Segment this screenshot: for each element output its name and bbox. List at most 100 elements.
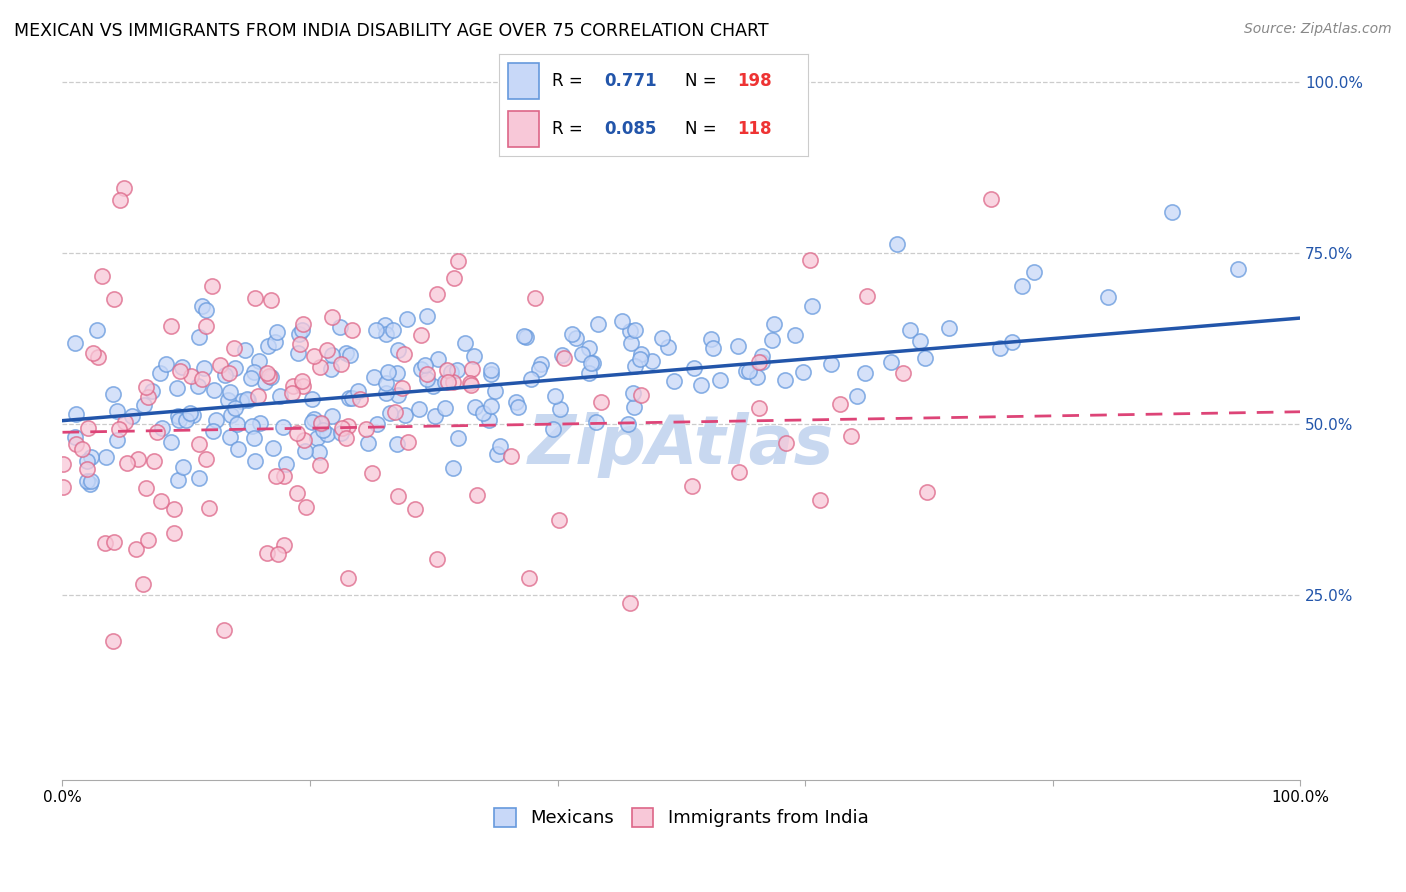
Text: ZipAtlas: ZipAtlas bbox=[529, 412, 834, 478]
Point bbox=[172, 459, 194, 474]
Point bbox=[505, 394, 527, 409]
Point bbox=[292, 317, 315, 331]
Point bbox=[280, 385, 302, 400]
Point bbox=[291, 379, 314, 393]
Point bbox=[243, 454, 266, 468]
Point bbox=[208, 358, 231, 372]
Point bbox=[321, 409, 343, 423]
Point bbox=[86, 350, 108, 364]
Point bbox=[224, 401, 246, 415]
Point bbox=[166, 409, 188, 423]
Point bbox=[434, 401, 457, 416]
Point bbox=[228, 442, 250, 457]
Point bbox=[610, 314, 633, 328]
Point bbox=[112, 181, 135, 195]
Point bbox=[396, 434, 419, 449]
Point bbox=[422, 379, 444, 393]
Point bbox=[218, 366, 240, 380]
Point bbox=[217, 392, 239, 407]
Point bbox=[734, 363, 756, 377]
Point bbox=[337, 418, 360, 433]
Point bbox=[426, 287, 449, 301]
Point bbox=[747, 369, 769, 384]
Point bbox=[1001, 334, 1024, 349]
Point bbox=[274, 457, 297, 471]
Legend: Mexicans, Immigrants from India: Mexicans, Immigrants from India bbox=[486, 801, 876, 835]
Point bbox=[308, 359, 330, 374]
Point bbox=[523, 291, 546, 305]
Point bbox=[565, 331, 588, 345]
Point bbox=[357, 436, 380, 450]
Text: Source: ZipAtlas.com: Source: ZipAtlas.com bbox=[1244, 22, 1392, 37]
Point bbox=[239, 371, 262, 385]
Point bbox=[1161, 205, 1184, 219]
Point bbox=[727, 339, 749, 353]
Point bbox=[914, 351, 936, 365]
Point bbox=[77, 421, 100, 435]
Text: R =: R = bbox=[551, 120, 588, 138]
Point bbox=[163, 525, 186, 540]
Point bbox=[180, 368, 202, 383]
Text: MEXICAN VS IMMIGRANTS FROM INDIA DISABILITY AGE OVER 75 CORRELATION CHART: MEXICAN VS IMMIGRANTS FROM INDIA DISABIL… bbox=[14, 22, 769, 40]
Point bbox=[309, 458, 332, 473]
Point bbox=[264, 334, 287, 349]
Point bbox=[783, 328, 806, 343]
Point bbox=[256, 366, 278, 380]
Point bbox=[287, 425, 309, 440]
Point bbox=[409, 362, 432, 376]
Point bbox=[394, 346, 416, 360]
Point bbox=[76, 474, 98, 488]
Point bbox=[385, 366, 408, 380]
Point bbox=[249, 417, 271, 431]
Point bbox=[387, 343, 409, 358]
Point bbox=[727, 466, 749, 480]
Point bbox=[167, 413, 190, 427]
Point bbox=[472, 406, 495, 420]
Point bbox=[447, 254, 470, 268]
Point bbox=[231, 394, 253, 409]
Point bbox=[561, 327, 583, 342]
Point bbox=[114, 415, 136, 429]
Point bbox=[76, 454, 98, 468]
Point bbox=[273, 468, 295, 483]
Point bbox=[285, 486, 308, 500]
Point bbox=[288, 327, 311, 342]
Point bbox=[416, 309, 439, 323]
Text: 0.085: 0.085 bbox=[605, 120, 657, 138]
Point bbox=[187, 437, 209, 451]
Point bbox=[478, 413, 501, 427]
Point bbox=[224, 361, 246, 376]
Point bbox=[243, 291, 266, 305]
Point bbox=[375, 386, 398, 401]
Text: 0.771: 0.771 bbox=[605, 71, 657, 90]
Point bbox=[662, 374, 685, 388]
Point bbox=[426, 551, 449, 566]
Point bbox=[441, 460, 464, 475]
Point bbox=[82, 346, 104, 360]
Point bbox=[233, 343, 256, 357]
Point bbox=[553, 351, 575, 366]
Point bbox=[447, 431, 470, 445]
Point bbox=[271, 420, 294, 434]
Point bbox=[304, 412, 326, 426]
Point bbox=[269, 389, 291, 403]
Point bbox=[820, 357, 842, 371]
Point bbox=[132, 577, 155, 591]
Point bbox=[621, 385, 644, 400]
Point bbox=[426, 351, 449, 366]
Point bbox=[682, 361, 704, 376]
Point bbox=[267, 547, 290, 561]
Point bbox=[135, 481, 157, 495]
Point bbox=[312, 423, 335, 437]
Point bbox=[443, 270, 465, 285]
Point bbox=[134, 398, 156, 412]
Point bbox=[891, 367, 914, 381]
Point bbox=[799, 252, 821, 267]
Point bbox=[588, 318, 610, 332]
Point bbox=[340, 323, 363, 337]
Point bbox=[501, 449, 523, 463]
Point bbox=[396, 311, 419, 326]
Point bbox=[101, 387, 124, 401]
Point bbox=[366, 417, 388, 431]
Point bbox=[260, 293, 283, 307]
